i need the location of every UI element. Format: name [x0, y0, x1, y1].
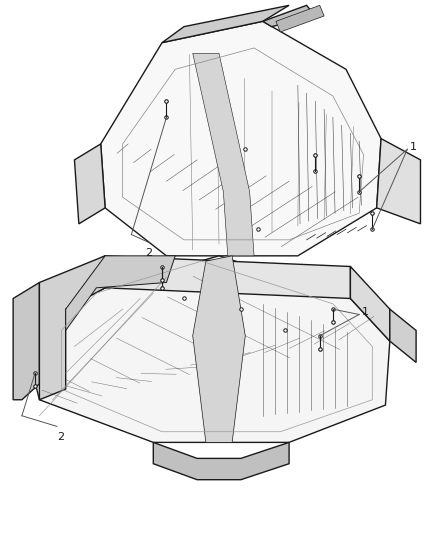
Text: 1: 1: [410, 142, 417, 151]
Text: 1: 1: [361, 307, 368, 317]
Polygon shape: [263, 5, 315, 27]
Polygon shape: [162, 5, 289, 43]
Polygon shape: [153, 442, 289, 480]
Polygon shape: [390, 309, 416, 362]
Polygon shape: [105, 256, 350, 298]
Polygon shape: [276, 5, 324, 32]
Polygon shape: [39, 256, 105, 400]
Polygon shape: [22, 256, 390, 442]
Polygon shape: [193, 256, 245, 442]
Polygon shape: [74, 144, 105, 224]
Polygon shape: [350, 266, 390, 341]
Polygon shape: [66, 256, 175, 330]
Polygon shape: [377, 139, 420, 224]
Polygon shape: [193, 53, 254, 256]
Text: 2: 2: [57, 432, 64, 442]
Polygon shape: [13, 282, 39, 400]
Polygon shape: [22, 256, 105, 330]
Text: 2: 2: [145, 248, 152, 258]
Polygon shape: [101, 21, 381, 256]
